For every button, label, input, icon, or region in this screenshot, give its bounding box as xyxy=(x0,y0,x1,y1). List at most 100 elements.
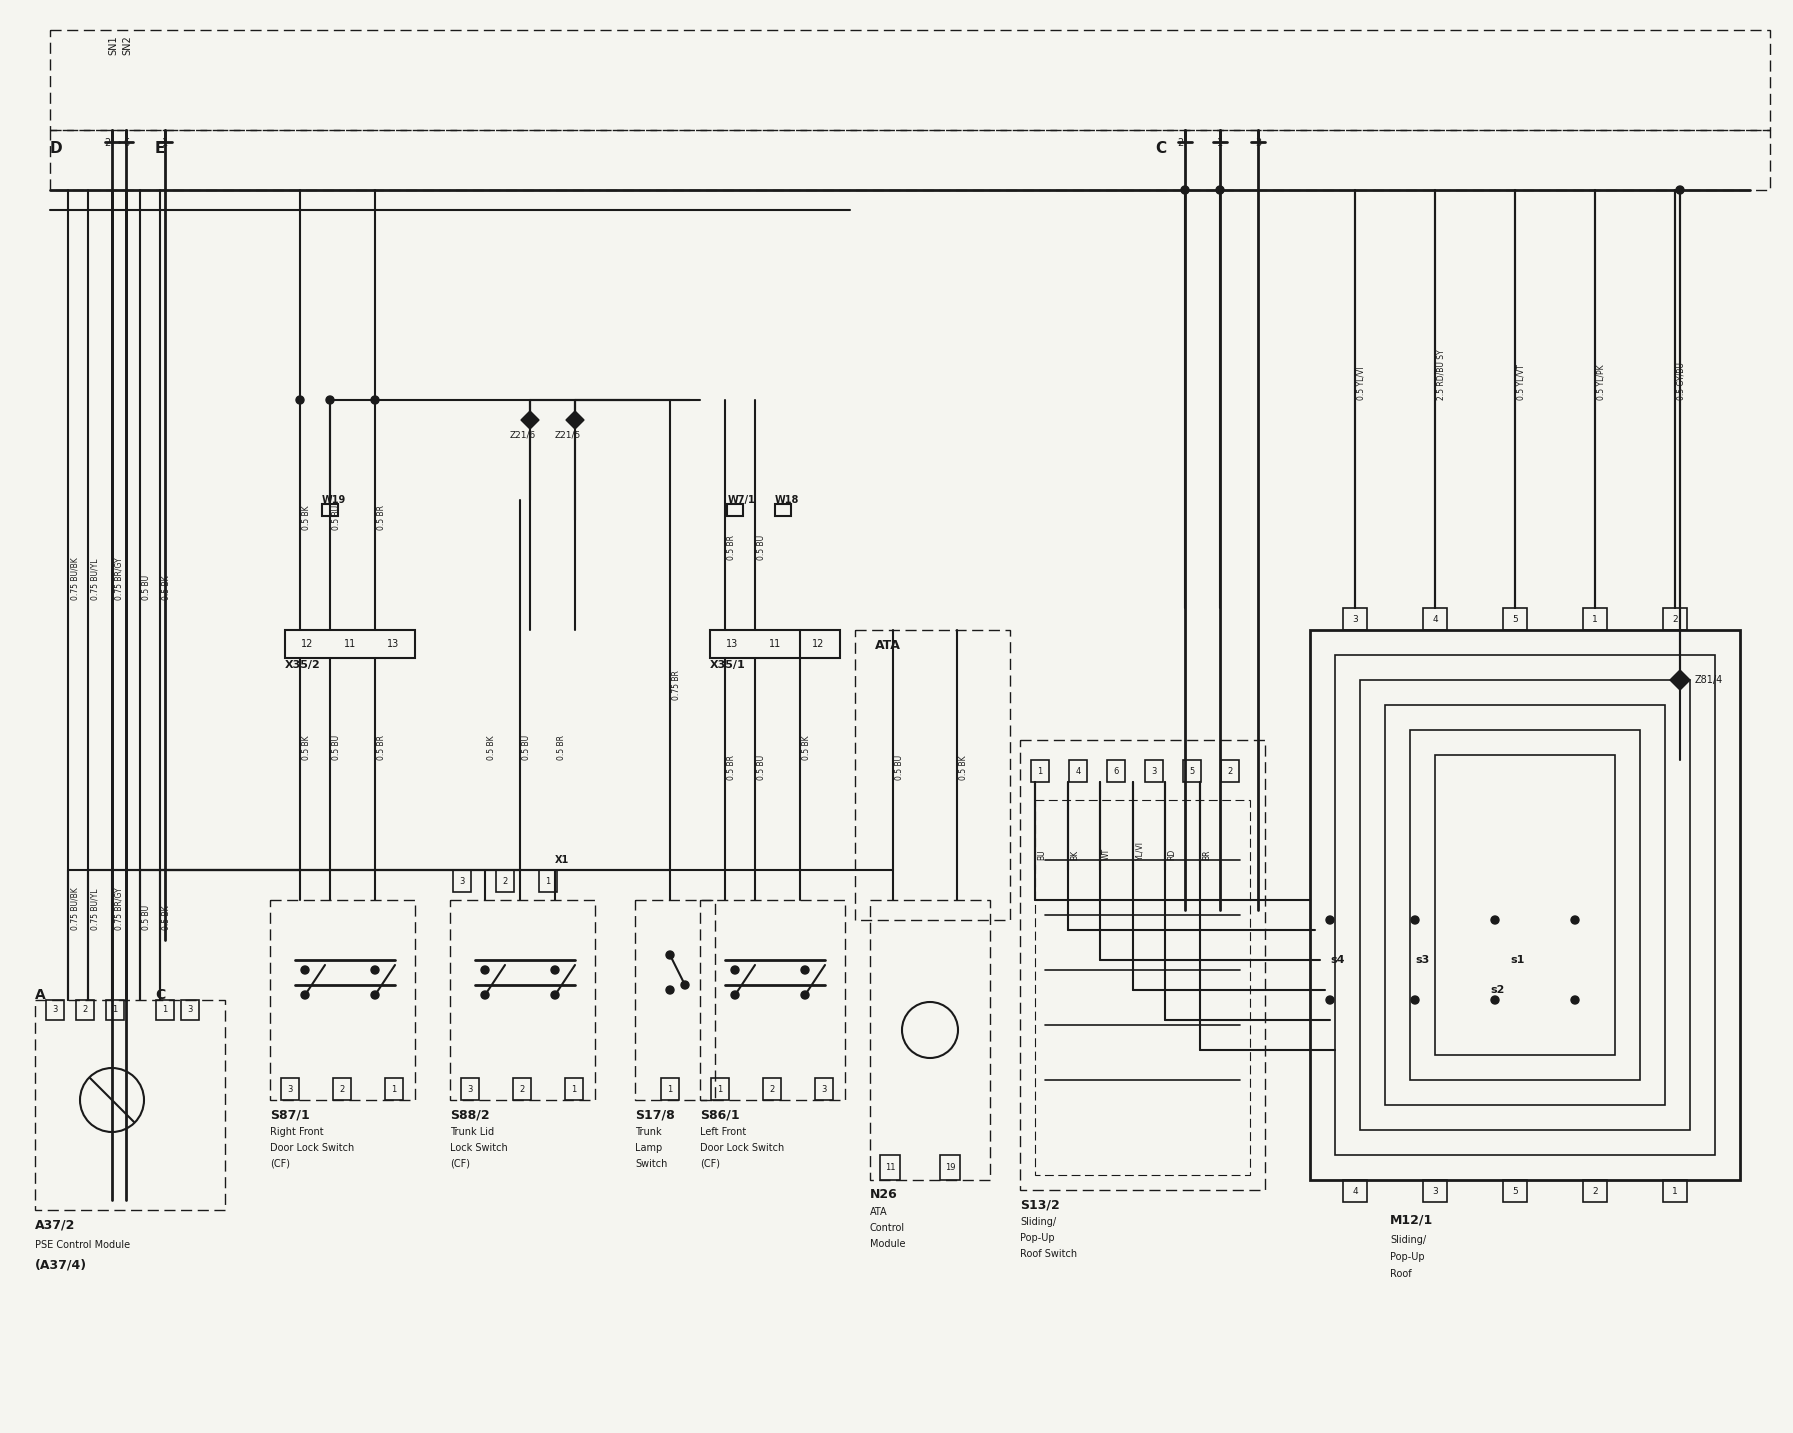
Circle shape xyxy=(801,992,809,999)
Text: 5: 5 xyxy=(1511,1187,1519,1195)
Text: 1: 1 xyxy=(161,138,169,148)
Text: Trunk Lid: Trunk Lid xyxy=(450,1126,495,1136)
Text: Pop-Up: Pop-Up xyxy=(1390,1252,1425,1262)
Circle shape xyxy=(371,966,378,974)
Text: Roof Switch: Roof Switch xyxy=(1020,1250,1078,1260)
Text: 0.5 BK: 0.5 BK xyxy=(161,906,170,930)
Circle shape xyxy=(296,396,305,404)
Text: 3: 3 xyxy=(186,1006,192,1015)
Text: 3: 3 xyxy=(52,1006,57,1015)
Text: S13/2: S13/2 xyxy=(1020,1198,1060,1211)
Text: 12: 12 xyxy=(812,639,825,649)
Text: (CF): (CF) xyxy=(450,1159,470,1169)
Text: 1: 1 xyxy=(717,1085,723,1093)
Text: 11: 11 xyxy=(769,639,782,649)
Text: 3: 3 xyxy=(821,1085,827,1093)
Text: 2: 2 xyxy=(104,138,109,148)
Text: 1: 1 xyxy=(1217,138,1223,148)
Text: X1: X1 xyxy=(556,856,568,866)
Text: 0.5 BR: 0.5 BR xyxy=(558,735,567,759)
Text: 0.5 YL/PK: 0.5 YL/PK xyxy=(1598,364,1607,400)
Text: 0.5 BK: 0.5 BK xyxy=(959,755,968,780)
Text: S88/2: S88/2 xyxy=(450,1109,489,1122)
Text: E: E xyxy=(154,140,165,156)
Text: A: A xyxy=(36,987,47,1002)
Circle shape xyxy=(481,992,489,999)
Text: 2: 2 xyxy=(1176,138,1183,148)
Text: 2: 2 xyxy=(1228,767,1232,775)
Text: BK: BK xyxy=(1070,850,1079,860)
Text: 3: 3 xyxy=(287,1085,292,1093)
Text: N26: N26 xyxy=(870,1188,898,1201)
Text: 2: 2 xyxy=(520,1085,525,1093)
Text: s3: s3 xyxy=(1415,954,1429,964)
Circle shape xyxy=(481,966,489,974)
Text: 2.5 RD/BU SY: 2.5 RD/BU SY xyxy=(1436,350,1445,400)
Text: 2: 2 xyxy=(502,877,507,886)
Circle shape xyxy=(1492,916,1499,924)
Circle shape xyxy=(1411,916,1418,924)
Text: 4: 4 xyxy=(1433,615,1438,623)
Text: 1: 1 xyxy=(391,1085,396,1093)
Text: 12: 12 xyxy=(301,639,314,649)
Text: 0.5 BK: 0.5 BK xyxy=(301,735,310,759)
Text: 1: 1 xyxy=(1592,615,1598,623)
Text: s4: s4 xyxy=(1330,954,1345,964)
Text: RD: RD xyxy=(1167,848,1176,860)
Text: ATA: ATA xyxy=(875,639,900,652)
Text: 3: 3 xyxy=(459,877,464,886)
Text: (A37/4): (A37/4) xyxy=(36,1258,88,1271)
Circle shape xyxy=(1571,996,1580,1005)
Text: 0.5 BU: 0.5 BU xyxy=(332,735,341,759)
Text: 2: 2 xyxy=(339,1085,344,1093)
Circle shape xyxy=(1571,916,1580,924)
Text: (CF): (CF) xyxy=(271,1159,290,1169)
Text: Right Front: Right Front xyxy=(271,1126,323,1136)
Text: 19: 19 xyxy=(945,1164,956,1172)
Text: 0.5 BR: 0.5 BR xyxy=(377,735,385,759)
Circle shape xyxy=(1216,186,1225,193)
Text: 4: 4 xyxy=(1352,1187,1357,1195)
Text: Z21/6: Z21/6 xyxy=(509,430,536,440)
Text: 11: 11 xyxy=(344,639,357,649)
Text: C: C xyxy=(154,987,165,1002)
Text: W19: W19 xyxy=(323,494,346,504)
Text: Switch: Switch xyxy=(635,1159,667,1169)
Text: 0.5 BR: 0.5 BR xyxy=(726,535,735,560)
Text: 0.5 BR: 0.5 BR xyxy=(726,755,735,780)
Text: 1: 1 xyxy=(545,877,550,886)
Text: A37/2: A37/2 xyxy=(36,1218,75,1231)
Text: 0.75 BU/YL: 0.75 BU/YL xyxy=(90,559,99,600)
Circle shape xyxy=(301,966,308,974)
Circle shape xyxy=(550,992,559,999)
Circle shape xyxy=(301,992,308,999)
Text: PSE Control Module: PSE Control Module xyxy=(36,1240,131,1250)
Text: 6: 6 xyxy=(1113,767,1119,775)
Text: 2: 2 xyxy=(769,1085,775,1093)
Text: 3: 3 xyxy=(1255,138,1260,148)
Text: W18: W18 xyxy=(775,494,800,504)
Circle shape xyxy=(1676,186,1684,193)
Circle shape xyxy=(1182,186,1189,193)
Text: S17/8: S17/8 xyxy=(635,1109,674,1122)
Text: 0.5 BR: 0.5 BR xyxy=(377,504,385,530)
Text: 5: 5 xyxy=(1511,615,1519,623)
Text: Roof: Roof xyxy=(1390,1270,1411,1280)
Text: Trunk: Trunk xyxy=(635,1126,662,1136)
Text: S87/1: S87/1 xyxy=(271,1109,310,1122)
Text: Door Lock Switch: Door Lock Switch xyxy=(699,1144,784,1154)
Text: X35/1: X35/1 xyxy=(710,661,746,671)
Text: YL/VI: YL/VI xyxy=(1135,841,1144,860)
Text: Pop-Up: Pop-Up xyxy=(1020,1232,1054,1242)
Text: 13: 13 xyxy=(726,639,739,649)
Circle shape xyxy=(801,966,809,974)
Polygon shape xyxy=(522,411,540,428)
Text: 0.5 BU: 0.5 BU xyxy=(757,535,766,560)
Text: Door Lock Switch: Door Lock Switch xyxy=(271,1144,355,1154)
Text: 0.75 BR/GY: 0.75 BR/GY xyxy=(115,557,124,600)
Text: 3: 3 xyxy=(1352,615,1357,623)
Circle shape xyxy=(681,982,689,989)
Circle shape xyxy=(1492,996,1499,1005)
Text: Left Front: Left Front xyxy=(699,1126,746,1136)
Text: W7/1: W7/1 xyxy=(728,494,757,504)
